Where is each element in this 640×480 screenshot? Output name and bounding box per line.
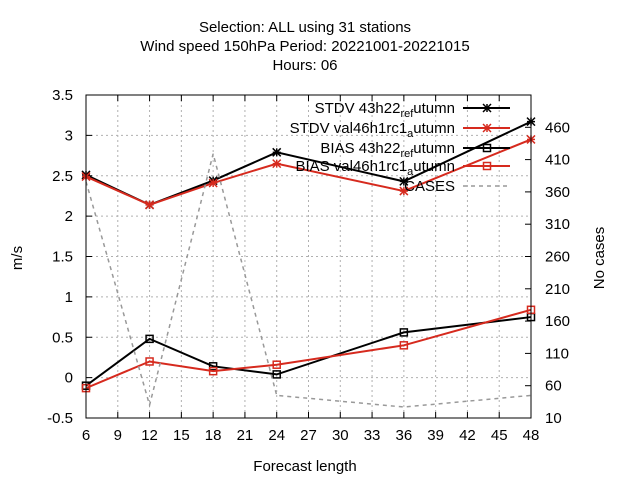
y2-tick-label: 10 [545,410,562,427]
y2-tick-label: 360 [545,184,570,201]
data-point [145,200,155,210]
y2-tick-label: 60 [545,378,562,395]
x-tick-label: 9 [114,427,122,444]
y2-tick-label: 210 [545,281,570,298]
data-point [399,186,409,196]
series-2 [81,134,536,210]
x-tick-label: 42 [459,427,476,444]
data-point [145,334,154,344]
y2-tick-label: 260 [545,249,570,266]
marker-stroke [145,200,155,210]
x-tick-label: 48 [523,427,540,444]
data-point [145,357,154,366]
title-line-2: Wind speed 150hPa Period: 20221001-20221… [140,38,469,55]
y-tick-label: 0 [65,370,73,387]
y-tick-label: 2.5 [52,168,73,185]
legend-label: BIAS 43h22refutumn [320,140,455,160]
y2-axis-label: No cases [591,227,608,290]
x-tick-label: 33 [364,427,381,444]
chart-title: Selection: ALL using 31 stations Wind sp… [140,19,469,74]
marker-stroke [272,147,282,157]
x-tick-label: 18 [205,427,222,444]
marker-stroke [482,123,492,133]
data-point [208,362,218,371]
x-tick-label: 15 [173,427,190,444]
y-tick-label: 3.5 [52,87,73,104]
y2-tick-label: 310 [545,216,570,233]
grid [86,95,531,418]
x-tick-label: 30 [332,427,349,444]
x-tick-label: 27 [300,427,317,444]
title-line-3: Hours: 06 [272,57,337,74]
legend-marker [482,123,492,133]
x-tick-label: 21 [237,427,254,444]
y2-tick-label: 110 [545,345,569,362]
legend-label: BIAS val46h1rc1autumn [295,158,455,178]
y-tick-label: 1 [65,289,73,306]
legend-marker [482,103,492,113]
data-point [272,360,281,369]
series-line [85,153,532,408]
legend-entry: STDV 43h22refutumn [315,100,510,120]
x-tick-label: 39 [427,427,444,444]
y-axis-label: m/s [9,246,26,270]
series-4 [81,305,536,393]
series-5 [85,153,532,408]
legend-entry: BIAS 43h22refutumn [320,140,510,160]
marker-stroke [482,103,492,113]
legend-label: CASES [404,178,455,195]
series-line [85,138,532,206]
x-tick-label: 36 [396,427,413,444]
data-point [208,366,218,376]
series-line [85,308,532,390]
marker-stroke [399,186,409,196]
x-tick-label: 24 [268,427,285,444]
data-point [272,370,281,379]
data-point [272,147,282,157]
x-tick-label: 12 [141,427,158,444]
y-tick-label: 3 [65,127,73,144]
y-tick-label: 2 [65,208,73,225]
legend-label: STDV 43h22refutumn [315,100,455,120]
data-point [208,178,218,188]
axis-ticks: 6 9 12 15 18 21 24 27 30 33 36 39 42 45 48 -0.5 0 0.5 1 1.5… [47,87,570,444]
legend-entry: STDV val46h1rc1autumn [290,120,510,140]
legend-marker [482,161,492,171]
y-tick-label: 1.5 [52,249,73,266]
marker-stroke [208,178,218,188]
marker-stroke [399,176,409,186]
y2-tick-label: 410 [545,152,570,169]
legend-entry: CASES [404,178,510,195]
title-line-1: Selection: ALL using 31 stations [199,19,411,36]
legend-label: STDV val46h1rc1autumn [290,120,455,140]
plot-frame [85,94,532,419]
y-tick-label: -0.5 [47,410,73,427]
marker-stroke [272,159,282,169]
data-point [399,328,409,337]
data-point [272,159,282,169]
x-tick-label: 6 [82,427,90,444]
data-point [399,341,409,350]
y-tick-label: 0.5 [52,329,73,346]
x-tick-label: 45 [491,427,508,444]
legend-entry: BIAS val46h1rc1autumn [295,158,510,178]
series-line [85,316,532,387]
series-layer [81,117,536,408]
y2-tick-label: 460 [545,119,570,136]
x-axis-label: Forecast length [253,458,356,475]
y2-tick-label: 160 [545,313,570,330]
legend-marker [482,143,492,153]
data-point [399,176,409,186]
